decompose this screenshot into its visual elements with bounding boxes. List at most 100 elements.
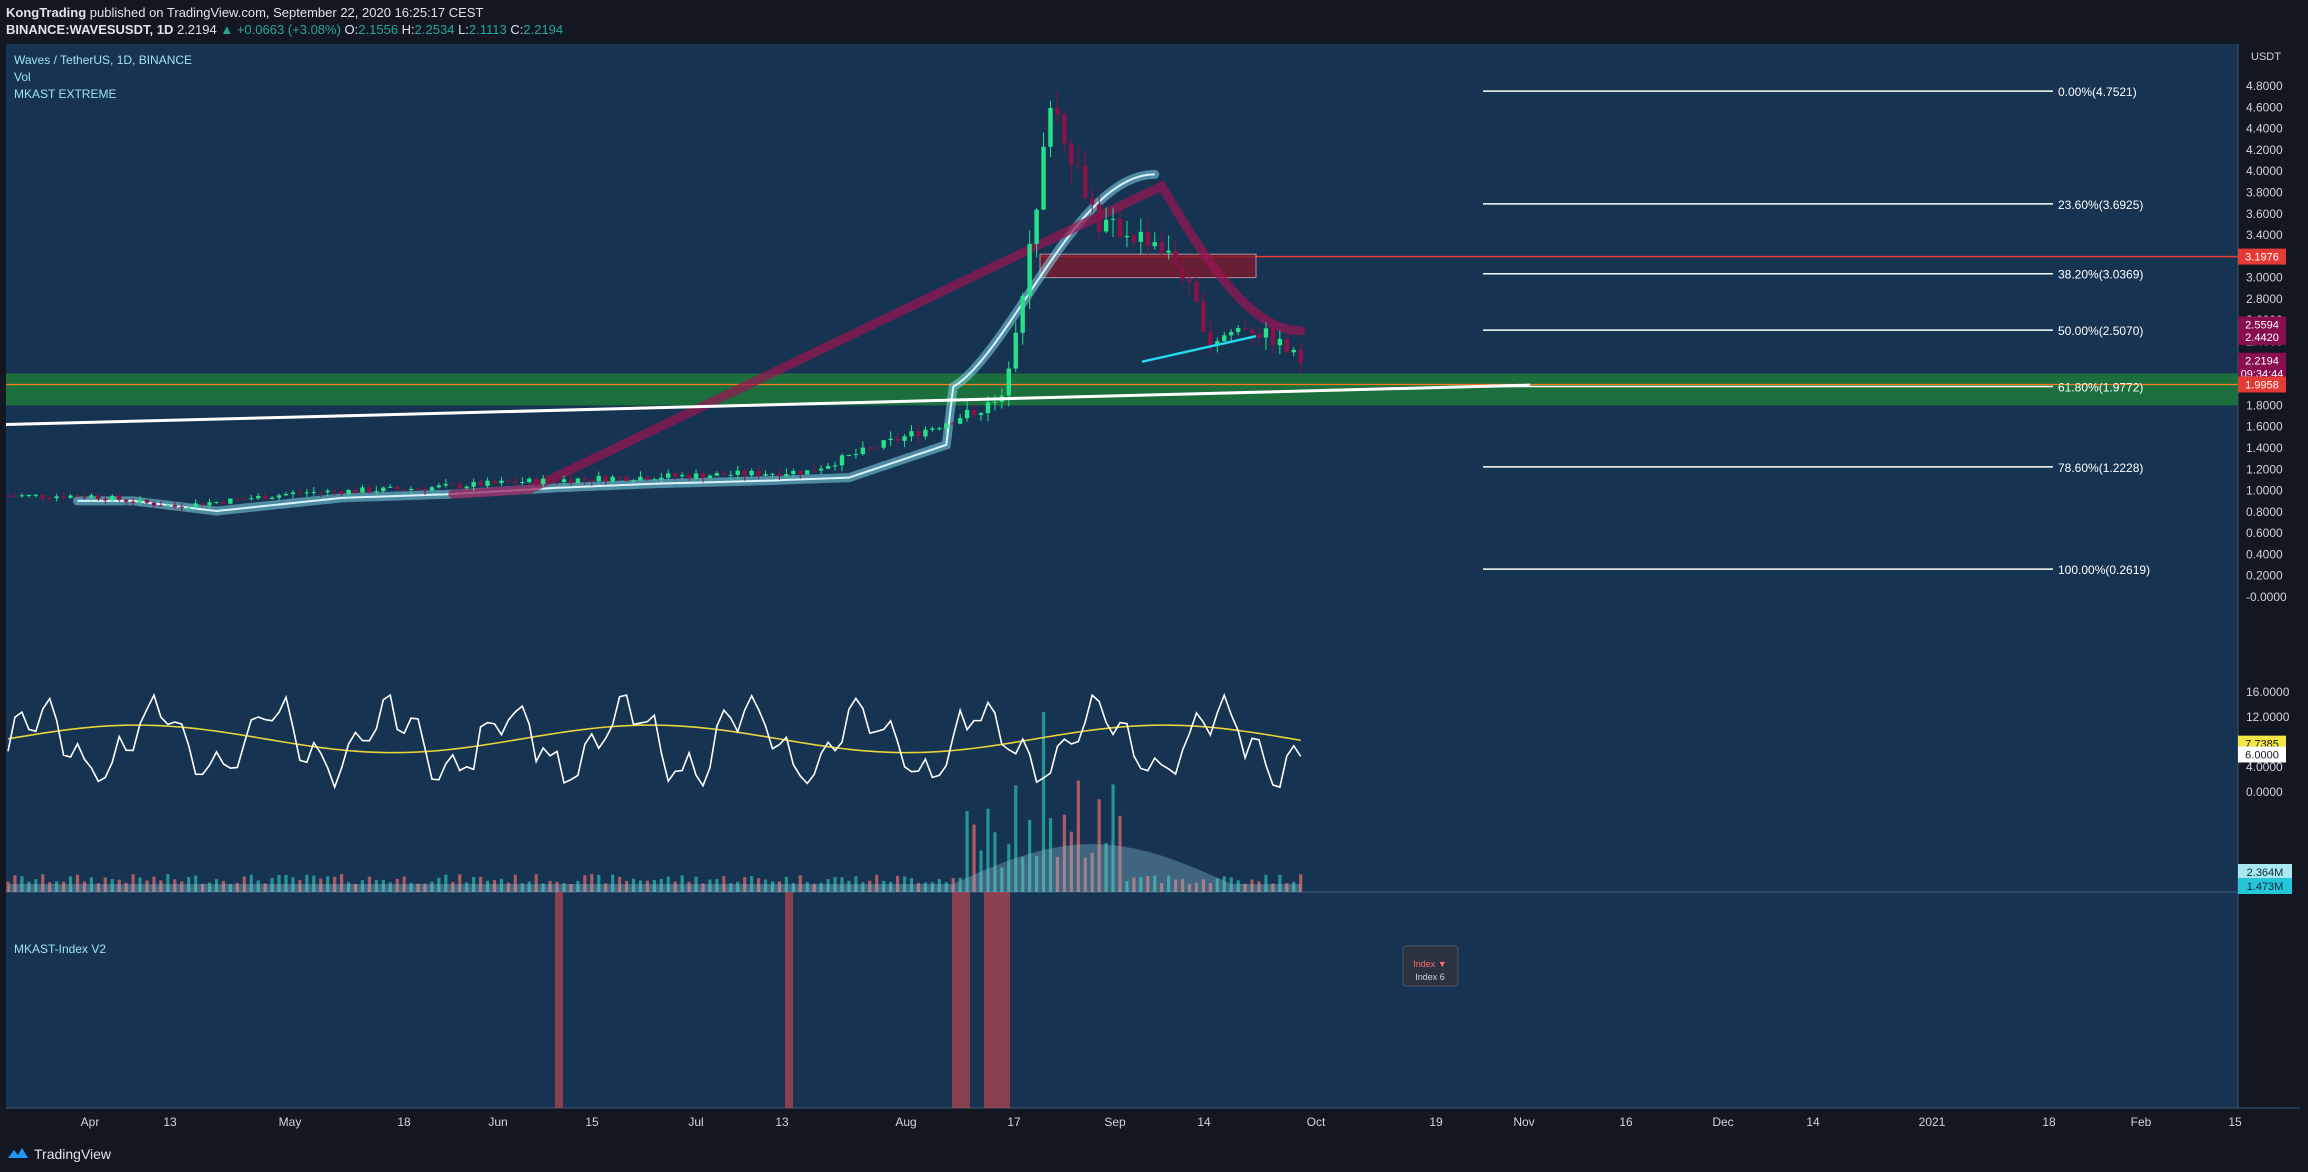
volume-bar (277, 874, 281, 892)
candle-body (5, 495, 11, 497)
volume-bar (284, 875, 288, 892)
candle-body (978, 413, 984, 415)
publisher-name[interactable]: KongTrading (6, 5, 87, 20)
price-badge-label: 3.1976 (2245, 252, 2279, 264)
volume-bar (624, 880, 629, 892)
volume-bar (944, 882, 948, 892)
candle-body (408, 488, 414, 491)
candle-body (603, 475, 608, 482)
volume-bar (1215, 878, 1219, 892)
candle-body (151, 502, 157, 506)
candle-body (492, 480, 497, 484)
candle-body (1256, 333, 1262, 338)
time-tick-label: Aug (895, 1115, 916, 1129)
volume-bar (1292, 882, 1296, 892)
volume-bar (256, 880, 260, 892)
price-tick-label: 1.4000 (2246, 441, 2283, 455)
alert-title: Index ▼ (1413, 959, 1446, 969)
chart-canvas[interactable]: 0.00%(4.7521) 23.60%(3.6925) 38.20%(3.0369… (0, 40, 2308, 1136)
volume-bar (1021, 857, 1025, 892)
currency-label: USDT (2251, 51, 2281, 63)
time-tick-label: 16 (1619, 1115, 1633, 1129)
drawings[interactable] (5, 334, 1531, 427)
price-change: ▲ +0.0663 (+3.08%) (220, 22, 341, 37)
volume-bar (812, 883, 816, 892)
volume-bar (340, 874, 344, 892)
footer-brand[interactable]: TradingView (34, 1146, 112, 1162)
fib-label: 38.20%(3.0369) (2058, 268, 2143, 282)
volume-bar (986, 808, 990, 892)
volume-bar (555, 881, 559, 892)
legend: Waves / TetherUS, 1D, BINANCE Vol MKAST … (14, 53, 192, 956)
candle-body (777, 473, 782, 477)
candle-body (110, 495, 115, 501)
candle-body (221, 501, 226, 504)
volume-bar (743, 877, 747, 892)
candle-body (964, 409, 970, 419)
candle-body (1034, 209, 1039, 244)
legend-indicator: MKAST EXTREME (14, 87, 116, 101)
candle-body (874, 447, 879, 449)
volume-bar (631, 878, 636, 892)
fib-label: 50.00%(2.5070) (2058, 324, 2143, 338)
candle-body (617, 476, 622, 478)
volume-bar (437, 877, 441, 892)
volume-bar (485, 880, 490, 892)
volume-bar (777, 881, 782, 892)
candle-body (853, 454, 859, 456)
price-tick-label: 1.0000 (2246, 484, 2283, 498)
volume-bar (965, 811, 969, 892)
volume-bar (34, 879, 38, 892)
candle-body (735, 470, 740, 475)
price-tick-label: 3.4000 (2246, 228, 2283, 242)
fib-label: 61.80%(1.9772) (2058, 381, 2143, 395)
volume-bar (1132, 877, 1136, 892)
time-tick-label: 14 (1197, 1115, 1211, 1129)
time-tick-label: Nov (1513, 1115, 1534, 1129)
axes[interactable]: 4.8000 4.6000 4.4000 4.2000 4.0000 3.8000 3.60… (81, 51, 2292, 1129)
candle-body (401, 489, 407, 491)
time-tick-label: 13 (775, 1115, 789, 1129)
candle-body (304, 492, 310, 494)
volume-bar (854, 876, 858, 892)
volume-bar (541, 883, 545, 892)
time-tick-label: Sep (1104, 1115, 1126, 1129)
candle-body (902, 436, 907, 441)
grid (6, 44, 2300, 1109)
volume-bar (1187, 883, 1192, 892)
volume-bar (1076, 780, 1080, 892)
volume-bar (180, 881, 184, 892)
candles (5, 90, 1303, 512)
volume-bar (499, 878, 504, 892)
volume-bar (1257, 881, 1261, 892)
volume-bar (41, 874, 45, 892)
candle-body (513, 481, 518, 483)
candle-body (1020, 295, 1025, 333)
volume-bar (611, 874, 615, 892)
fib-label: 78.60%(1.2228) (2058, 461, 2143, 475)
volume-bar (159, 880, 163, 892)
volume-bar (13, 875, 17, 892)
volume-bar (708, 879, 712, 892)
candle-body (1173, 250, 1178, 266)
volume-bar (826, 879, 830, 892)
volume-bar (423, 883, 427, 892)
index-alert[interactable]: Index ▼ Index 6 (1402, 945, 1459, 987)
candle-body (728, 474, 733, 476)
volume-bar (784, 876, 788, 892)
candle-body (1187, 278, 1192, 282)
candle-body (457, 484, 462, 489)
volume-bar (221, 881, 226, 892)
candle-body (19, 495, 25, 497)
candle-body (756, 470, 761, 476)
support-zone (6, 253, 2238, 406)
published-text: published on TradingView.com, September … (89, 5, 484, 20)
volume-bar (492, 880, 497, 892)
candle-body (436, 485, 442, 488)
fib-retracement[interactable]: 0.00%(4.7521) 23.60%(3.6925) 38.20%(3.0369… (1483, 85, 2150, 577)
volume-bar (270, 877, 274, 892)
candle-body (388, 486, 393, 488)
volume-bar (82, 881, 87, 892)
price-tick-label: 1.2000 (2246, 462, 2283, 476)
candle-body (1284, 338, 1289, 353)
